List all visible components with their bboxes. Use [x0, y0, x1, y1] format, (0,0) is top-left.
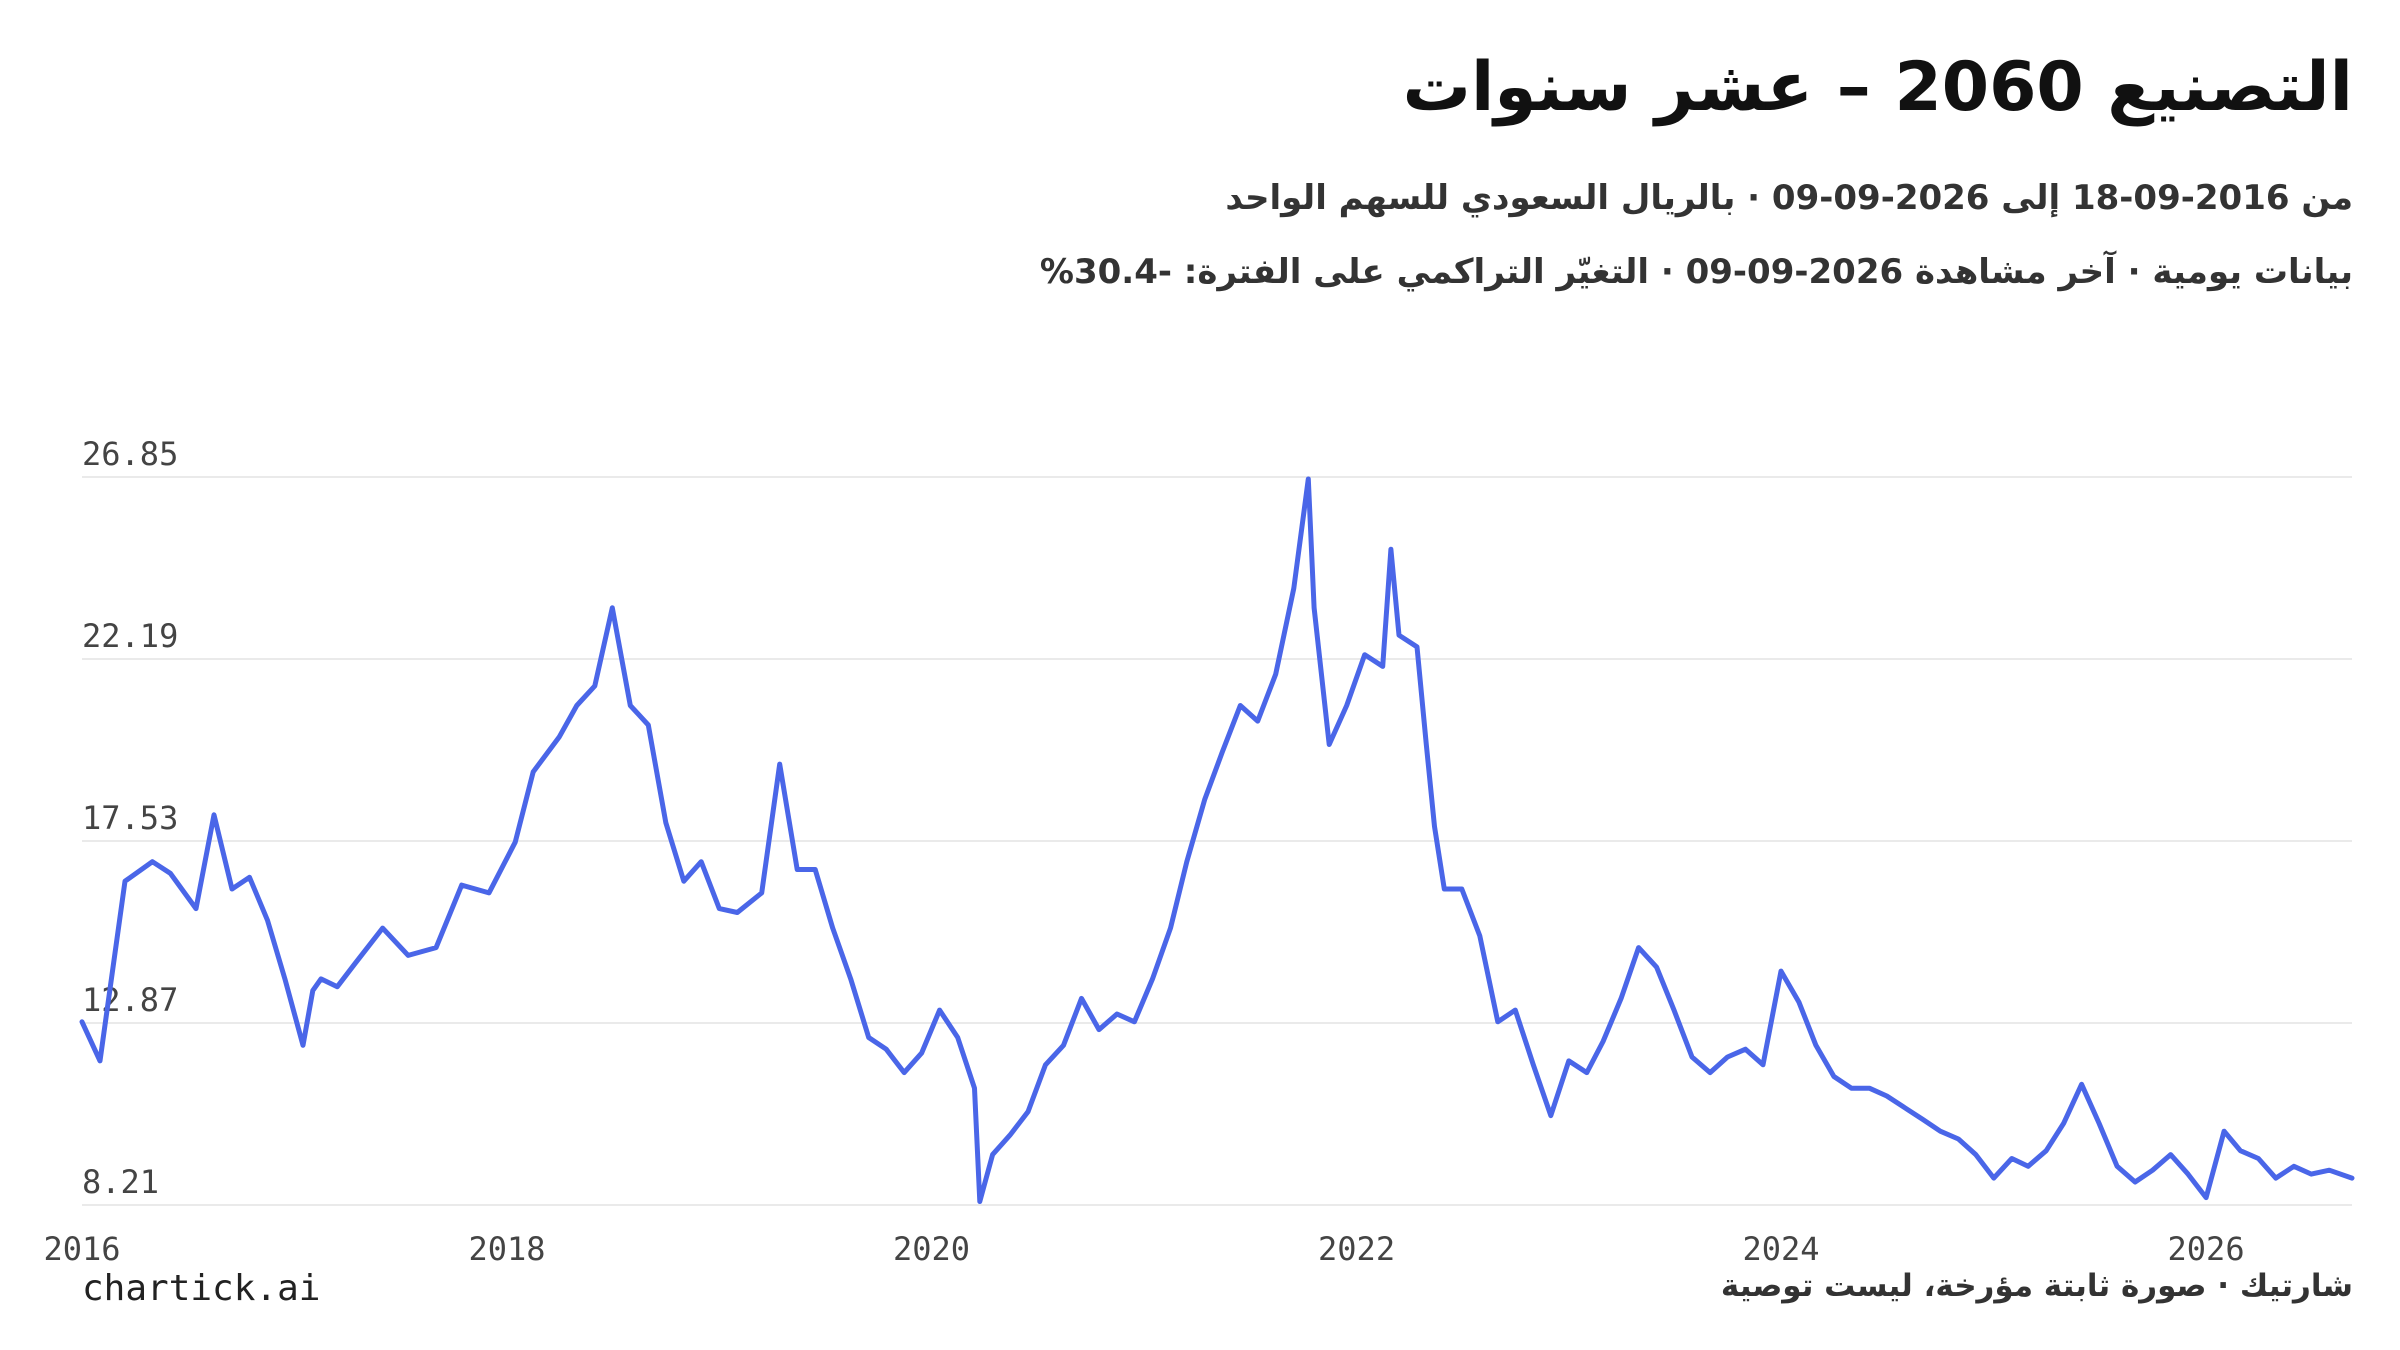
- chart-title: التصنيع 2060 – عشر سنوات: [1402, 48, 2353, 127]
- x-tick-label: 2016: [43, 1230, 120, 1268]
- x-tick-label: 2020: [893, 1230, 970, 1268]
- x-tick-label: 2024: [1742, 1230, 1819, 1268]
- x-axis: 2016 2018 2020 2022 2024 2026: [43, 1230, 2244, 1268]
- x-tick-label: 2026: [2168, 1230, 2245, 1268]
- y-tick-label: 22.19: [82, 617, 178, 655]
- grid-lines: [82, 476, 2352, 1206]
- y-tick-label: 12.87: [82, 981, 178, 1019]
- price-series-line: [79, 476, 2355, 1204]
- plot-area: [79, 476, 2355, 1204]
- chart-subtitle-range: من 2016-09-18 إلى 2026-09-09 · بالريال ا…: [1225, 178, 2353, 218]
- brand-logo-text: chartick.ai: [82, 1268, 321, 1309]
- disclaimer-note: شارتيك · صورة ثابتة مؤرخة، ليست توصية: [1720, 1268, 2353, 1304]
- y-tick-label: 8.21: [82, 1163, 159, 1201]
- x-tick-label: 2018: [469, 1230, 546, 1268]
- chart-subtitle-stats: بيانات يومية · آخر مشاهدة 2026-09-09 · ا…: [1039, 252, 2353, 292]
- y-tick-label: 26.85: [82, 435, 178, 473]
- x-tick-label: 2022: [1318, 1230, 1395, 1268]
- y-tick-label: 17.53: [82, 799, 178, 837]
- y-axis: 8.21 12.87 17.53 22.19 26.85: [82, 435, 178, 1201]
